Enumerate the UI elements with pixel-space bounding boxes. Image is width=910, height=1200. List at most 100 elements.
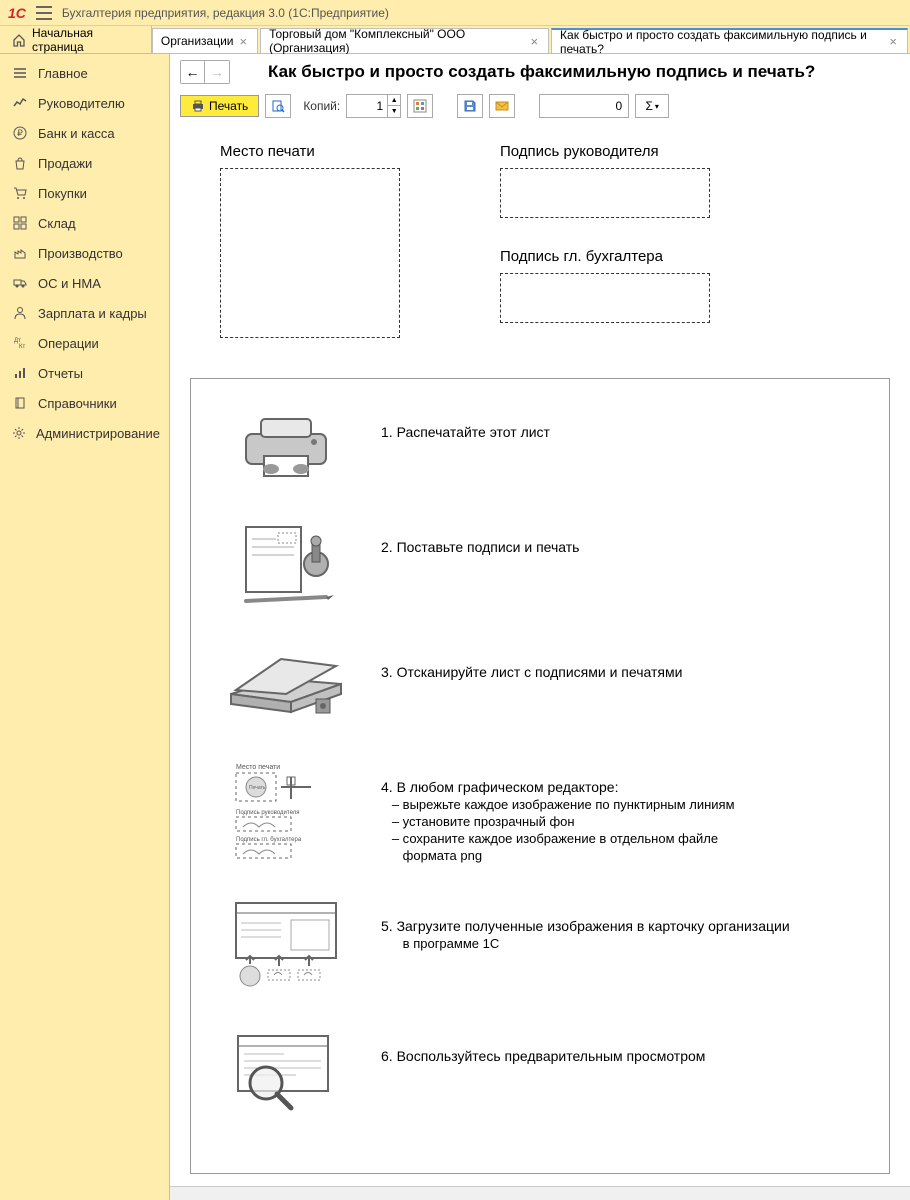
sidebar-item-9[interactable]: ДтКт Операции xyxy=(0,328,169,358)
close-icon[interactable]: × xyxy=(887,34,899,49)
horizontal-scrollbar[interactable] xyxy=(170,1186,910,1200)
sidebar-item-label: Склад xyxy=(38,216,76,231)
sidebar-item-2[interactable]: ₽ Банк и касса xyxy=(0,118,169,148)
sidebar-item-label: Покупки xyxy=(38,186,87,201)
step-3: 3. Отсканируйте лист с подписями и печат… xyxy=(221,644,859,724)
tab-1[interactable]: Торговый дом "Комплексный" ООО (Организа… xyxy=(260,28,549,53)
step-2: 2. Поставьте подписи и печать xyxy=(221,519,859,609)
close-icon[interactable]: × xyxy=(237,34,249,49)
spin-up[interactable]: ▲ xyxy=(388,95,400,106)
step-illustration xyxy=(221,519,351,609)
email-button[interactable] xyxy=(489,94,515,118)
signature1-box xyxy=(500,168,710,218)
title-bar: 1C Бухгалтерия предприятия, редакция 3.0… xyxy=(0,0,910,26)
grid-icon xyxy=(12,215,28,231)
nav-forward-button[interactable]: → xyxy=(205,61,229,83)
book-icon xyxy=(12,395,28,411)
sidebar: Главное Руководителю ₽ Банк и касса Продажи П… xyxy=(0,54,170,1200)
tab-0[interactable]: Организации× xyxy=(152,28,258,53)
sum-button[interactable]: Σ ▾ xyxy=(635,94,669,118)
sidebar-item-label: Банк и касса xyxy=(38,126,115,141)
sidebar-item-6[interactable]: Производство xyxy=(0,238,169,268)
sidebar-item-7[interactable]: ОС и НМА xyxy=(0,268,169,298)
home-label: Начальная страница xyxy=(32,26,139,54)
sidebar-item-label: Главное xyxy=(38,66,88,81)
copies-input[interactable] xyxy=(347,95,387,117)
svg-text:Место печати: Место печати xyxy=(236,764,280,771)
tab-label: Торговый дом "Комплексный" ООО (Организа… xyxy=(269,27,524,55)
svg-text:Подпись руководителя: Подпись руководителя xyxy=(236,810,299,816)
home-icon xyxy=(12,33,26,47)
home-tab[interactable]: Начальная страница xyxy=(0,26,152,53)
menu-icon[interactable] xyxy=(36,6,52,20)
step-illustration xyxy=(221,1028,351,1113)
preview-button[interactable] xyxy=(265,94,291,118)
sidebar-item-label: Администрирование xyxy=(36,426,160,441)
factory-icon xyxy=(12,245,28,261)
sidebar-item-1[interactable]: Руководителю xyxy=(0,88,169,118)
stamp-box xyxy=(220,168,400,338)
signature2-box xyxy=(500,273,710,323)
document-viewport[interactable]: Место печати Подпись руководителя Подпис… xyxy=(170,123,910,1186)
step-5: 5. Загрузите полученные изображения в ка… xyxy=(221,898,859,993)
tabs-bar: Начальная страница Организации×Торговый … xyxy=(0,26,910,54)
sidebar-item-11[interactable]: Справочники xyxy=(0,388,169,418)
sidebar-item-label: Продажи xyxy=(38,156,92,171)
tab-label: Организации xyxy=(161,34,234,48)
svg-text:Кт: Кт xyxy=(19,344,25,350)
dtkt-icon: ДтКт xyxy=(12,335,28,351)
sidebar-item-8[interactable]: Зарплата и кадры xyxy=(0,298,169,328)
sidebar-item-10[interactable]: Отчеты xyxy=(0,358,169,388)
step-text: 2. Поставьте подписи и печать xyxy=(381,519,579,555)
step-illustration: Место печати Печать Подпись руководителя По… xyxy=(221,759,351,859)
sidebar-item-label: Справочники xyxy=(38,396,117,411)
sidebar-item-4[interactable]: Покупки xyxy=(0,178,169,208)
step-illustration xyxy=(221,404,351,484)
signature2-label: Подпись гл. бухгалтера xyxy=(500,248,710,265)
nav-back-button[interactable]: ← xyxy=(181,61,205,83)
app-logo: 1C xyxy=(8,5,26,21)
svg-text:Печать: Печать xyxy=(249,785,266,791)
print-label: Печать xyxy=(209,99,248,113)
step-text: 5. Загрузите полученные изображения в ка… xyxy=(381,898,790,951)
signature1-label: Подпись руководителя xyxy=(500,143,710,160)
sidebar-item-label: Операции xyxy=(38,336,99,351)
cart-icon xyxy=(12,185,28,201)
sidebar-item-5[interactable]: Склад xyxy=(0,208,169,238)
menu-icon xyxy=(12,65,28,81)
sidebar-item-label: ОС и НМА xyxy=(38,276,101,291)
step-text: 6. Воспользуйтесь предварительным просмо… xyxy=(381,1028,705,1064)
settings-button[interactable] xyxy=(407,94,433,118)
bag-icon xyxy=(12,155,28,171)
sidebar-item-0[interactable]: Главное xyxy=(0,58,169,88)
step-text: 4. В любом графическом редакторе: – выре… xyxy=(381,759,735,863)
step-1: 1. Распечатайте этот лист xyxy=(221,404,859,484)
content-header: ← → Как быстро и просто создать факсимил… xyxy=(170,54,910,90)
page-title: Как быстро и просто создать факсимильную… xyxy=(268,62,815,82)
step-illustration xyxy=(221,898,351,993)
stamp-label: Место печати xyxy=(220,143,400,160)
copies-spinner[interactable]: ▲ ▼ xyxy=(346,94,401,118)
sidebar-item-label: Зарплата и кадры xyxy=(38,306,147,321)
sidebar-item-label: Производство xyxy=(38,246,123,261)
spin-down[interactable]: ▼ xyxy=(388,106,400,117)
svg-text:Подпись гл. бухгалтера: Подпись гл. бухгалтера xyxy=(236,837,302,843)
sidebar-item-12[interactable]: Администрирование xyxy=(0,418,169,448)
sidebar-item-3[interactable]: Продажи xyxy=(0,148,169,178)
step-6: 6. Воспользуйтесь предварительным просмо… xyxy=(221,1028,859,1113)
tab-2[interactable]: Как быстро и просто создать факсимильную… xyxy=(551,28,908,53)
svg-text:₽: ₽ xyxy=(17,128,23,138)
save-button[interactable] xyxy=(457,94,483,118)
step-illustration xyxy=(221,644,351,724)
person-icon xyxy=(12,305,28,321)
nav-arrows: ← → xyxy=(180,60,230,84)
close-icon[interactable]: × xyxy=(528,34,540,49)
content-area: ← → Как быстро и просто создать факсимил… xyxy=(170,54,910,1200)
sidebar-item-label: Руководителю xyxy=(38,96,125,111)
chart-icon xyxy=(12,95,28,111)
instructions-panel: 1. Распечатайте этот лист 2. Поставьте по… xyxy=(190,378,890,1174)
print-button[interactable]: Печать xyxy=(180,95,259,117)
signature-boxes-area: Место печати Подпись руководителя Подпис… xyxy=(180,133,900,368)
bars-icon xyxy=(12,365,28,381)
number-input[interactable] xyxy=(539,94,629,118)
